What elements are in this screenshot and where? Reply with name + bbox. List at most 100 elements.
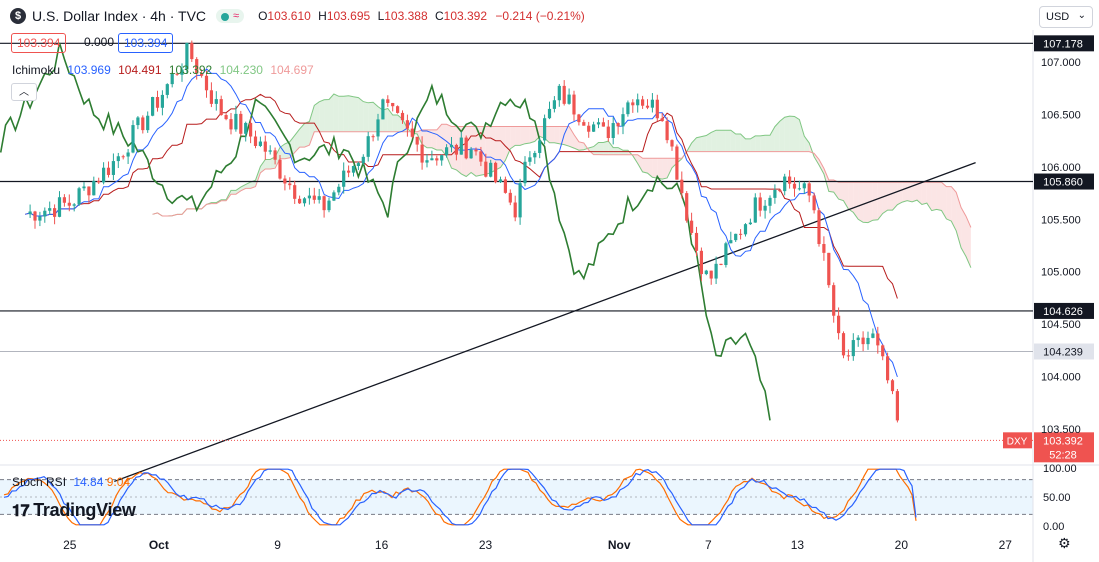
candle-body — [729, 240, 733, 244]
candle-body — [356, 163, 360, 166]
candle-body — [454, 144, 458, 155]
cloud-segment-bearish — [436, 124, 442, 150]
currency-select[interactable]: USD ⌄ — [1039, 6, 1093, 28]
cloud-segment-bullish — [794, 116, 800, 152]
candle-body — [690, 220, 694, 233]
candle-body — [753, 197, 757, 223]
candle-body — [788, 176, 792, 184]
candle-body — [616, 123, 620, 127]
cloud-segment-bearish — [495, 126, 501, 170]
candle-body — [680, 179, 684, 194]
cloud-segment-bearish — [657, 158, 663, 180]
candle-body — [538, 140, 542, 153]
candle-body — [562, 85, 566, 104]
cloud-segment-bullish — [696, 136, 702, 152]
candles — [28, 40, 899, 423]
bid-price-box[interactable]: 103.394 — [11, 33, 67, 53]
cloud-segment-bullish — [774, 121, 780, 152]
cloud-segment-bearish — [868, 182, 873, 223]
candle-body — [503, 179, 507, 193]
candle-body — [400, 112, 405, 121]
stoch-rsi-legend[interactable]: Stoch RSI 14.84 9.04 — [12, 475, 130, 489]
candle-body — [577, 114, 581, 123]
cloud-segment-bearish — [490, 126, 496, 173]
stoch-tick-label: 50.00 — [1043, 492, 1071, 504]
chevron-up-icon: ︿ — [19, 87, 29, 98]
candle-body — [655, 99, 659, 119]
y-tick-label: 104.500 — [1041, 319, 1081, 331]
stoch-tick-label: 0.00 — [1043, 521, 1064, 533]
y-tick-label: 104.000 — [1041, 372, 1081, 384]
cloud-segment-bearish — [951, 186, 957, 231]
tradingview-logo[interactable]: 𝟏𝟕 TradingView — [12, 500, 136, 521]
cloud-segment-bullish — [608, 141, 614, 155]
candle-body — [322, 196, 326, 211]
x-tick-label: Oct — [149, 538, 169, 552]
candle-body — [293, 185, 297, 199]
y-tick-label: 106.500 — [1041, 109, 1081, 121]
cloud-segment-bearish — [667, 158, 672, 179]
cloud-segment-bearish — [921, 182, 927, 205]
cloud-segment-bearish — [897, 182, 903, 205]
cloud-segment-bullish — [363, 101, 369, 132]
ask-price-box[interactable]: 103.394 — [118, 33, 174, 53]
cloud-segment-bullish — [231, 190, 236, 195]
candle-body — [601, 122, 605, 127]
candle-body — [33, 211, 37, 221]
x-tick-label: Nov — [608, 538, 631, 552]
cloud-segment-bearish — [637, 154, 643, 172]
cloud-segment-bullish — [387, 108, 393, 132]
x-tick-label: 16 — [375, 538, 389, 552]
candle-body — [792, 183, 797, 189]
ichimoku-legend[interactable]: Ichimoku 103.969 104.491 103.392 104.230… — [12, 63, 318, 77]
level-label-bg-105.860 — [1034, 173, 1094, 190]
candle-body — [587, 125, 591, 132]
candle-body — [763, 205, 767, 211]
x-tick-label: 9 — [274, 538, 281, 552]
cloud-segment-bullish — [235, 187, 241, 195]
cloud-segment-bullish — [392, 115, 398, 132]
candle-body — [386, 99, 390, 103]
cloud-segment-bullish — [740, 133, 746, 152]
cloud-segment-bearish — [642, 158, 648, 174]
candle-body — [396, 106, 400, 113]
cloud-segment-bullish — [299, 123, 305, 148]
candle-body — [229, 119, 233, 130]
cloud-segment-bearish — [863, 182, 868, 223]
candle-body — [92, 180, 96, 196]
trendline — [114, 162, 976, 483]
change-value: −0.214 (−0.21%) — [495, 9, 585, 23]
cloud-segment-bearish — [858, 182, 864, 223]
candle-body — [582, 122, 586, 126]
gear-icon[interactable]: ⚙ — [1058, 535, 1071, 551]
candle-body — [57, 197, 62, 217]
candle-body — [391, 102, 395, 107]
candle-body — [410, 128, 414, 137]
candle-body — [518, 183, 522, 218]
cloud-segment-bearish — [882, 182, 888, 214]
tenkan-value: 103.969 — [67, 63, 111, 77]
stoch-tick-label: 100.00 — [1043, 463, 1077, 475]
symbol-tag-bg — [1003, 432, 1032, 449]
level-label-104.626: 104.626 — [1043, 306, 1083, 318]
candle-body — [513, 202, 517, 218]
market-status-pill[interactable]: ≈ — [216, 9, 245, 23]
candle-body — [498, 179, 503, 183]
cloud-segment-bearish — [471, 126, 476, 177]
cloud-segment-bullish — [730, 130, 736, 152]
cloud-segment-bullish — [333, 94, 339, 132]
candle-body — [116, 156, 120, 162]
collapse-legend-button[interactable]: ︿ — [11, 83, 37, 101]
cloud-segment-bullish — [304, 121, 310, 148]
candle-body — [381, 99, 385, 120]
candle-body — [351, 165, 356, 173]
symbol-title[interactable]: U.S. Dollar Index · 4h · TVC — [32, 8, 207, 24]
stoch-rsi-label: Stoch RSI — [12, 475, 67, 489]
candle-body — [298, 198, 302, 204]
candle-body — [175, 73, 179, 75]
bar-countdown: 52:28 — [1049, 449, 1077, 461]
last-price-bg — [1034, 432, 1094, 463]
candle-body — [469, 149, 473, 159]
candle-body — [841, 333, 846, 356]
